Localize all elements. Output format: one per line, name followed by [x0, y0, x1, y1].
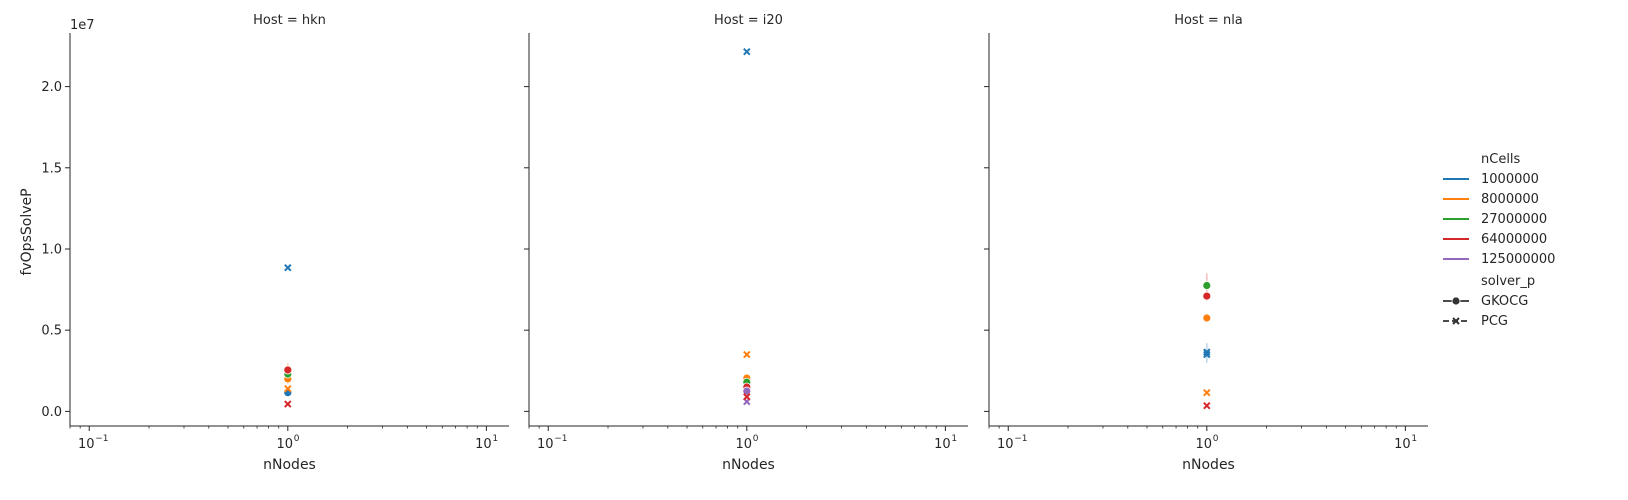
y-axis-label: fvOpsSolveP: [19, 188, 35, 275]
y-tick-label: 1.5: [41, 161, 62, 176]
legend-item: 125000000: [1443, 252, 1555, 267]
data-point: [284, 263, 292, 272]
data-point: [1202, 291, 1212, 301]
data-point: [1203, 348, 1211, 356]
x-tick-exponent: 1: [1411, 434, 1417, 444]
legend-item: 64000000: [1443, 232, 1547, 247]
legend-title: nCells: [1481, 152, 1521, 167]
legend-label: 125000000: [1481, 252, 1555, 267]
data-point: [1202, 281, 1212, 290]
legend-label: GKOCG: [1481, 294, 1528, 309]
legend-marker: [1452, 317, 1460, 325]
x-tick-label: 10: [475, 437, 492, 452]
x-tick-exponent: 1: [492, 434, 498, 444]
x-tick-exponent: −1: [1014, 434, 1027, 444]
y-tick-label: 0.5: [41, 324, 62, 339]
x-tick-label: 10: [78, 437, 95, 452]
x-tick-label: 10: [277, 437, 294, 452]
y-tick-label: 1.0: [41, 242, 62, 257]
x-tick-exponent: 0: [294, 434, 300, 444]
legend-label: 64000000: [1481, 232, 1547, 247]
legend-item: PCG: [1443, 314, 1508, 329]
facet-title: Host = i20: [714, 13, 783, 28]
x-axis-label: nNodes: [263, 457, 316, 473]
legend-item: 27000000: [1443, 212, 1547, 227]
legend-label: 1000000: [1481, 172, 1539, 187]
data-point: [743, 350, 751, 359]
legend-marker: [1451, 296, 1461, 306]
facet-title: Host = nla: [1174, 13, 1243, 28]
legend: nCells 1000000 8000000 27000000 64000000 1250…: [1443, 152, 1555, 329]
data-point: [1203, 389, 1211, 397]
x-tick-exponent: 0: [1213, 434, 1219, 444]
x-tick-label: 10: [537, 437, 554, 452]
data-point: [284, 400, 292, 408]
x-tick-label: 10: [1394, 437, 1411, 452]
data-point: [742, 386, 752, 396]
data-point: [283, 365, 293, 375]
legend-label: 27000000: [1481, 212, 1547, 227]
data-point: [743, 47, 751, 56]
legend-label: 8000000: [1481, 192, 1539, 207]
legend-title: solver_p: [1481, 274, 1535, 289]
x-tick-label: 10: [1196, 437, 1213, 452]
legend-item: 1000000: [1443, 172, 1539, 187]
data-point: [284, 384, 292, 393]
y-offset-label: 1e7: [70, 18, 95, 33]
x-tick-exponent: −1: [95, 434, 108, 444]
x-tick-exponent: 0: [753, 434, 759, 444]
data-point: [1203, 350, 1211, 359]
x-axis-label: nNodes: [1182, 457, 1235, 473]
data-point: [743, 393, 751, 401]
facet-title: Host = hkn: [253, 13, 326, 28]
x-tick-label: 10: [997, 437, 1014, 452]
y-tick-label: 0.0: [41, 405, 62, 420]
legend-item: GKOCG: [1443, 294, 1528, 309]
data-point: [1203, 401, 1211, 410]
data-point: [1202, 313, 1212, 323]
legend-label: PCG: [1481, 314, 1508, 329]
x-tick-label: 10: [934, 437, 951, 452]
x-axis-label: nNodes: [722, 457, 775, 473]
x-tick-exponent: 1: [951, 434, 957, 444]
legend-item: 8000000: [1443, 192, 1539, 207]
x-tick-exponent: −1: [554, 434, 567, 444]
y-tick-label: 2.0: [41, 80, 62, 95]
x-tick-label: 10: [736, 437, 753, 452]
